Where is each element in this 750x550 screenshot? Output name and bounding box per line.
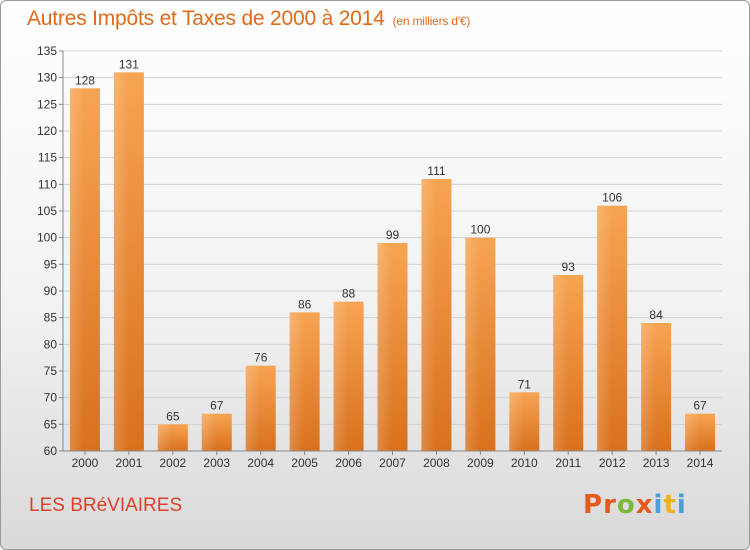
y-tick-label: 115 — [38, 151, 57, 165]
data-label: 76 — [254, 351, 268, 365]
data-label: 99 — [386, 228, 400, 242]
data-label: 93 — [562, 260, 576, 274]
bar-highlight — [553, 275, 569, 451]
y-tick-label: 70 — [44, 391, 58, 405]
bar-highlight — [597, 205, 613, 451]
bar-highlight — [377, 243, 393, 451]
y-tick-label: 95 — [44, 257, 58, 271]
bar-highlight — [201, 413, 217, 451]
y-tick-label: 85 — [44, 311, 58, 325]
bar-highlight — [333, 301, 349, 451]
data-label: 67 — [210, 399, 224, 413]
data-label: 67 — [693, 399, 707, 413]
data-label: 71 — [518, 377, 532, 391]
bar-highlight — [465, 237, 481, 451]
chart-title: Autres Impôts et Taxes de 2000 à 2014 (en… — [27, 7, 470, 31]
x-tick-label: 2014 — [687, 456, 714, 470]
bar-highlight — [157, 424, 173, 451]
y-tick-label: 125 — [37, 97, 57, 111]
data-label: 65 — [166, 409, 180, 423]
y-axis: 60 65 70 75 80 85 90 95 100 105 110 115 120 125 130 135 — [37, 44, 64, 458]
bar-highlight — [289, 312, 305, 451]
y-tick-label: 105 — [37, 204, 57, 218]
data-label: 100 — [470, 223, 490, 237]
x-tick-label: 2013 — [643, 456, 670, 470]
bar-highlight — [685, 413, 701, 451]
bar-highlight — [641, 323, 657, 451]
data-label: 88 — [342, 287, 356, 301]
town-name: LES BRéVIAIRES — [29, 495, 183, 516]
bar-highlight — [113, 72, 129, 451]
bar-highlight — [69, 88, 85, 451]
x-tick-label: 2004 — [247, 456, 274, 470]
x-tick-label: 2005 — [291, 456, 318, 470]
x-tick-label: 2000 — [72, 456, 99, 470]
chart-unit: (en milliers d'€) — [392, 14, 471, 28]
y-tick-label: 80 — [44, 337, 58, 351]
data-label: 128 — [75, 73, 95, 87]
x-tick-label: 2011 — [555, 456, 581, 470]
y-tick-label: 75 — [44, 364, 58, 378]
y-tick-label: 60 — [44, 444, 58, 458]
bar-highlight — [245, 365, 261, 451]
y-tick-label: 130 — [37, 71, 57, 85]
data-label: 86 — [298, 297, 312, 311]
y-tick-label: 65 — [44, 417, 58, 431]
data-label: 84 — [649, 308, 663, 322]
x-tick-label: 2010 — [511, 456, 538, 470]
x-tick-label: 2006 — [335, 456, 362, 470]
x-tick-label: 2002 — [159, 456, 186, 470]
y-tick-label: 100 — [37, 231, 57, 245]
proxiti-logo[interactable]: Proxiti — [583, 490, 687, 520]
data-label: 111 — [427, 164, 446, 178]
bar-highlight — [421, 179, 437, 451]
x-axis: 2000 2001 2002 2003 2004 2005 2006 2007 2008 2009… — [63, 450, 722, 470]
chart-title-text: Autres Impôts et Taxes de 2000 à 2014 — [27, 7, 385, 30]
x-tick-label: 2007 — [379, 456, 406, 470]
y-tick-label: 110 — [38, 177, 57, 191]
x-tick-label: 2008 — [423, 456, 450, 470]
data-labels: 128 131 65 67 76 86 88 99 111 100 71 93 106 84 67 — [75, 57, 707, 423]
bar-highlight — [509, 392, 525, 451]
y-tick-label: 135 — [37, 44, 57, 58]
y-tick-label: 120 — [37, 124, 57, 138]
data-label: 106 — [602, 191, 622, 205]
x-tick-label: 2012 — [599, 456, 626, 470]
x-tick-label: 2001 — [116, 456, 143, 470]
data-label: 131 — [119, 57, 139, 71]
x-tick-label: 2003 — [203, 456, 230, 470]
x-tick-label: 2009 — [467, 456, 494, 470]
bars — [69, 72, 716, 451]
y-tick-label: 90 — [44, 284, 58, 298]
